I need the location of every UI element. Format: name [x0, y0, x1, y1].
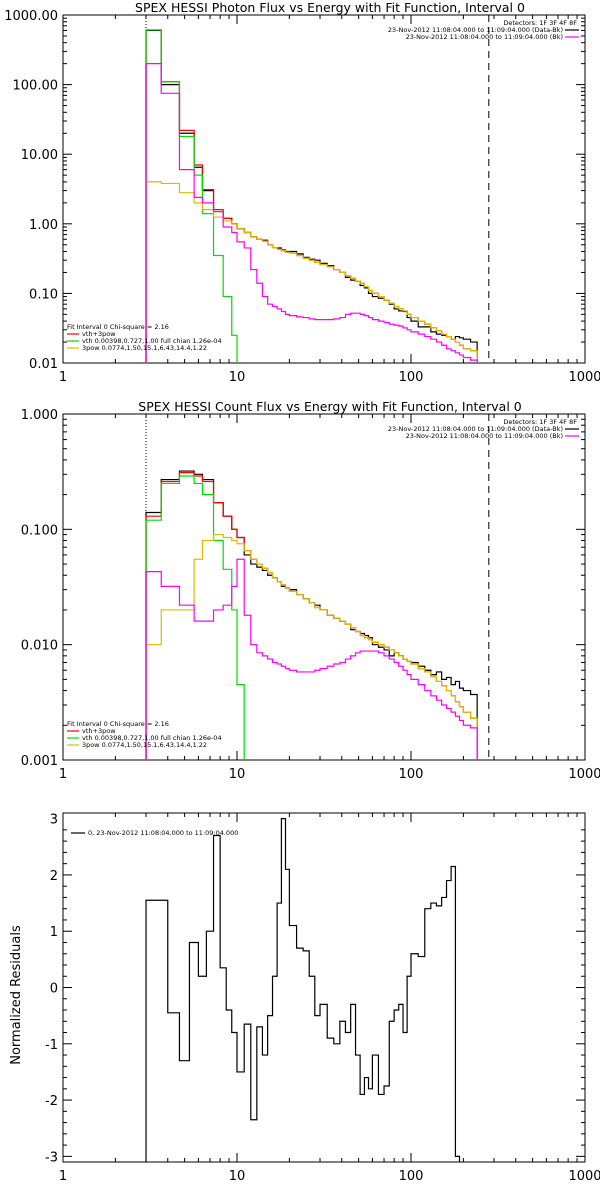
x-tick-label: 10: [229, 767, 246, 782]
series-line-vth: [145, 29, 238, 363]
plot-area-count: 1 10 100 1000 0.001 0.010 0.100 1.000 Detectors:…: [21, 408, 600, 782]
legend-header: Detectors: 1F 3F 4F 8F: [503, 418, 577, 426]
y-tick-label: -1: [45, 1038, 58, 1053]
y-tick-label: 0.01: [29, 357, 58, 372]
y-axis-label-residuals: Normalized Residuals: [9, 925, 24, 1065]
axis-frame: [62, 812, 586, 1163]
y-tick-label: 100.00: [13, 79, 59, 94]
plot-area-photon: 1 10 100 1000 0.01 0.10 1.00 10.00 100.00 1000.00…: [4, 9, 600, 385]
y-tick-label: 3: [50, 813, 58, 828]
x-tick-label: 1: [59, 370, 67, 385]
chart-title-photon: SPEX HESSI Photon Flux vs Energy with Fi…: [135, 0, 525, 15]
axis-frame: [62, 413, 586, 761]
y-tick-label: 0.10: [29, 287, 58, 302]
series-group: [145, 29, 478, 363]
series-line-3pow: [145, 181, 478, 363]
x-tick-label: 1000: [568, 370, 600, 385]
legend-entry: 23-Nov-2012 11:08:04.000 to 11:09:04.000…: [388, 26, 563, 34]
series-line-0: [145, 818, 461, 1162]
axis-frame: [62, 14, 586, 364]
x-tick-label: 10: [229, 370, 246, 385]
fit-legend-entry: 3pow 0.0774,1.50,15.1,6.43,14.4,1.22: [82, 741, 207, 749]
legend-entry: 23-Nov-2012 11:08:04.000 to 11:09:04.000…: [388, 425, 563, 433]
y-tick-label: -3: [45, 1150, 58, 1165]
legend-entry: 23-Nov-2012 11:08:04.000 to 11:09:04.000…: [406, 432, 563, 440]
x-tick-label: 1: [59, 767, 67, 782]
y-tick-label: -2: [45, 1094, 58, 1109]
residual-legend-entry: 0, 23-Nov-2012 11:08:04.000 to 11:09:04.…: [88, 829, 238, 837]
x-tick-label: 10: [229, 1169, 246, 1184]
fit-legend-entry: vth+3pow: [82, 727, 116, 735]
y-tick-label: 0: [50, 982, 58, 997]
series-line-3pow: [145, 534, 478, 760]
y-tick-label: 1.000: [21, 408, 58, 423]
x-tick-label: 100: [399, 767, 424, 782]
x-tick-label: 100: [399, 370, 424, 385]
x-tick-label: 100: [399, 1169, 424, 1184]
panel-residuals: Normalized Residuals 1 10 100 1000 -3 -2 -1 0 1 2…: [9, 812, 600, 1184]
y-tick-label: 2: [50, 869, 58, 884]
plot-area-residuals: 1 10 100 1000 -3 -2 -1 0 1 2 3 0, 23-Nov-2012 11:08…: [45, 812, 600, 1184]
y-tick-label: 0.001: [21, 754, 58, 769]
fit-legend-entry: vth 0.00398,0.727,1.00 full chian 1.26e-…: [82, 337, 222, 345]
fit-legend-entry: 3pow 0.0774,1.50,15.1,6.43,14.4,1.22: [82, 344, 207, 352]
fit-legend-header: Fit Interval 0 Chi-square = 2.16: [67, 720, 169, 728]
x-tick-label: 1: [59, 1169, 67, 1184]
series-line-bk: [145, 558, 478, 760]
panel-count-flux: SPEX HESSI Count Flux vs Energy with Fit…: [21, 399, 600, 782]
series-group: [145, 818, 461, 1162]
y-tick-label: 1.00: [29, 218, 58, 233]
x-tick-label: 1000: [568, 1169, 600, 1184]
series-line-data-bk: [145, 470, 478, 760]
chart-title-count: SPEX HESSI Count Flux vs Energy with Fit…: [138, 399, 521, 414]
x-tick-label: 1000: [568, 767, 600, 782]
series-line-vth: [145, 475, 245, 760]
fit-legend-entry: vth 0.00398,0.727,1.00 full chian 1.26e-…: [82, 734, 222, 742]
fit-legend-header: Fit Interval 0 Chi-square = 2.16: [67, 323, 169, 331]
panel-photon-flux: SPEX HESSI Photon Flux vs Energy with Fi…: [4, 0, 600, 385]
series-line-bk: [145, 63, 478, 363]
series-line-vth-3pow: [145, 472, 478, 760]
y-tick-label: 0.100: [21, 523, 58, 538]
legend-entry: 23-Nov-2012 11:08:04.000 to 11:09:04.000…: [406, 33, 563, 41]
y-tick-label: 0.010: [21, 639, 58, 654]
y-tick-label: 1: [50, 925, 58, 940]
series-group: [145, 470, 478, 760]
y-tick-label: 10.00: [21, 148, 58, 163]
legend-header: Detectors: 1F 3F 4F 8F: [503, 19, 577, 27]
y-tick-label: 1000.00: [4, 9, 58, 24]
fit-legend-entry: vth+3pow: [82, 330, 116, 338]
